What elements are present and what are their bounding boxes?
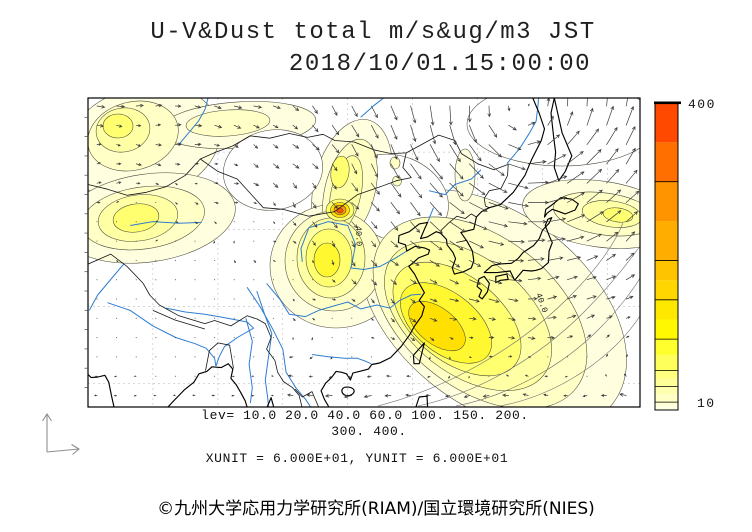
- svg-text:40.0: 40.0: [353, 226, 364, 247]
- contour-levels-label: lev= 10.0 20.0 40.0 60.0 100. 150. 200.: [201, 408, 529, 423]
- se-band-contours: [377, 222, 640, 407]
- plot-title: U-V&Dust total m/s&ug/m3 JST: [150, 19, 596, 46]
- copyright-credit: ©九州大学応用力学研究所(RIAM)/国立環境研究所(NIES): [157, 499, 595, 519]
- dust-contours: [88, 98, 640, 407]
- plot-datetime: 2018/10/01.15:00:00: [288, 51, 592, 78]
- colorbar-min-label: 10: [697, 396, 716, 411]
- contour-levels-label-2: 300. 400.: [331, 424, 407, 439]
- colorbar-max-label: 400: [688, 97, 716, 112]
- wind-arrows: [93, 98, 640, 399]
- colorbar: [646, 95, 686, 417]
- map-layers: 40.040.0: [88, 98, 640, 407]
- vector-unit-label: XUNIT = 6.000E+01, YUNIT = 6.000E+01: [205, 451, 509, 466]
- rivers: [88, 98, 539, 407]
- coastlines: [88, 98, 579, 407]
- dust-wind-map: 40.0 40.0: [84, 97, 641, 408]
- country-borders: [88, 133, 509, 407]
- colorbar-top-bar: [654, 101, 681, 105]
- vector-scale-axes-icon: [28, 403, 90, 461]
- frame-ticks: [84, 116, 88, 388]
